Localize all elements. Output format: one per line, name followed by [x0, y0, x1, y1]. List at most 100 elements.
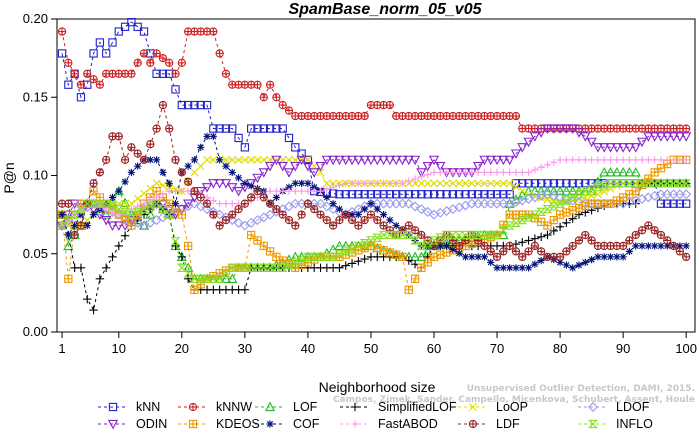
- data-point: [581, 156, 589, 164]
- data-point: [134, 162, 142, 170]
- data-point: [227, 273, 238, 283]
- data-point: [429, 236, 439, 245]
- y-tick-label: 0.20: [23, 11, 48, 26]
- data-point: [353, 155, 364, 166]
- data-point: [592, 143, 604, 153]
- data-point: [139, 155, 149, 164]
- data-point: [119, 197, 131, 208]
- data-point: [619, 253, 627, 261]
- series-line: [61, 159, 687, 227]
- data-point: [486, 190, 495, 199]
- data-point: [586, 185, 597, 194]
- data-point: [228, 210, 237, 219]
- data-point: [511, 218, 521, 227]
- data-point: [132, 207, 143, 217]
- data-point: [359, 239, 370, 248]
- data-point: [512, 168, 520, 176]
- data-point: [64, 58, 73, 67]
- data-point: [493, 168, 501, 176]
- data-point: [366, 190, 376, 199]
- data-point: [561, 196, 572, 205]
- data-point: [449, 245, 457, 254]
- data-point: [259, 241, 268, 251]
- data-point: [310, 204, 319, 214]
- data-point: [328, 155, 339, 166]
- x-tick-label: 20: [175, 341, 189, 356]
- data-point: [190, 168, 199, 177]
- x-tick-label: 100: [675, 341, 697, 356]
- data-point: [94, 199, 105, 208]
- data-point: [638, 242, 646, 250]
- data-point: [537, 247, 546, 256]
- data-point: [203, 155, 212, 164]
- data-point: [663, 156, 671, 164]
- data-point: [417, 173, 425, 181]
- data-point: [505, 241, 514, 251]
- data-point: [152, 124, 161, 133]
- data-point: [569, 156, 577, 164]
- data-point: [57, 221, 67, 230]
- data-point: [417, 230, 426, 240]
- data-point: [334, 240, 345, 251]
- series-line: [61, 21, 687, 205]
- data-point: [410, 226, 420, 235]
- data-point: [296, 155, 307, 166]
- data-point: [486, 179, 495, 188]
- data-point: [265, 124, 275, 133]
- data-point: [594, 253, 602, 261]
- legend-label: SimplifiedLOF: [378, 400, 457, 414]
- data-point: [113, 221, 124, 231]
- data-point: [272, 193, 280, 202]
- data-point: [259, 93, 268, 102]
- data-point: [177, 210, 186, 219]
- data-point: [341, 261, 350, 270]
- data-point: [416, 204, 427, 215]
- watermark-line-2: Campos, Zimek, Sander, Campello, Micenko…: [333, 395, 695, 405]
- x-tick-label: 60: [427, 341, 441, 356]
- data-point: [398, 179, 407, 187]
- data-point: [220, 273, 232, 283]
- data-point: [674, 132, 685, 142]
- data-point: [354, 221, 363, 230]
- data-point: [385, 100, 395, 110]
- data-point: [632, 242, 640, 250]
- data-point: [202, 274, 212, 283]
- data-point: [266, 187, 274, 195]
- data-point: [649, 132, 660, 142]
- data-point: [392, 179, 400, 187]
- data-point: [643, 179, 654, 188]
- data-point: [302, 161, 314, 172]
- data-point: [410, 201, 421, 212]
- data-point: [214, 274, 225, 283]
- data-point: [321, 201, 332, 212]
- data-point: [594, 156, 602, 164]
- x-tick-label: 10: [112, 341, 126, 356]
- data-point: [177, 100, 186, 110]
- data-point: [379, 221, 388, 230]
- data-point: [158, 69, 168, 78]
- data-point: [498, 155, 509, 166]
- data-point: [682, 252, 691, 262]
- data-point: [403, 198, 414, 209]
- series-knn: [57, 17, 691, 208]
- data-point: [139, 49, 149, 58]
- data-point: [378, 230, 389, 240]
- data-point: [215, 221, 224, 230]
- data-point: [335, 215, 344, 225]
- data-point: [347, 244, 357, 253]
- data-point: [252, 173, 263, 184]
- data-point: [279, 187, 287, 195]
- data-point: [221, 69, 231, 78]
- data-point: [569, 264, 577, 272]
- legend: kNN kNNW LOF SimplifiedLOF LoOP LDOF ODIN KDEOS…: [98, 400, 653, 431]
- data-point: [202, 199, 212, 208]
- data-point: [70, 69, 79, 78]
- data-point: [278, 100, 287, 110]
- x-tick-label: 80: [553, 341, 567, 356]
- data-point: [146, 140, 155, 149]
- data-point: [126, 215, 137, 226]
- data-point: [309, 252, 320, 262]
- data-point: [568, 214, 577, 223]
- data-point: [554, 124, 566, 134]
- data-point: [606, 253, 615, 261]
